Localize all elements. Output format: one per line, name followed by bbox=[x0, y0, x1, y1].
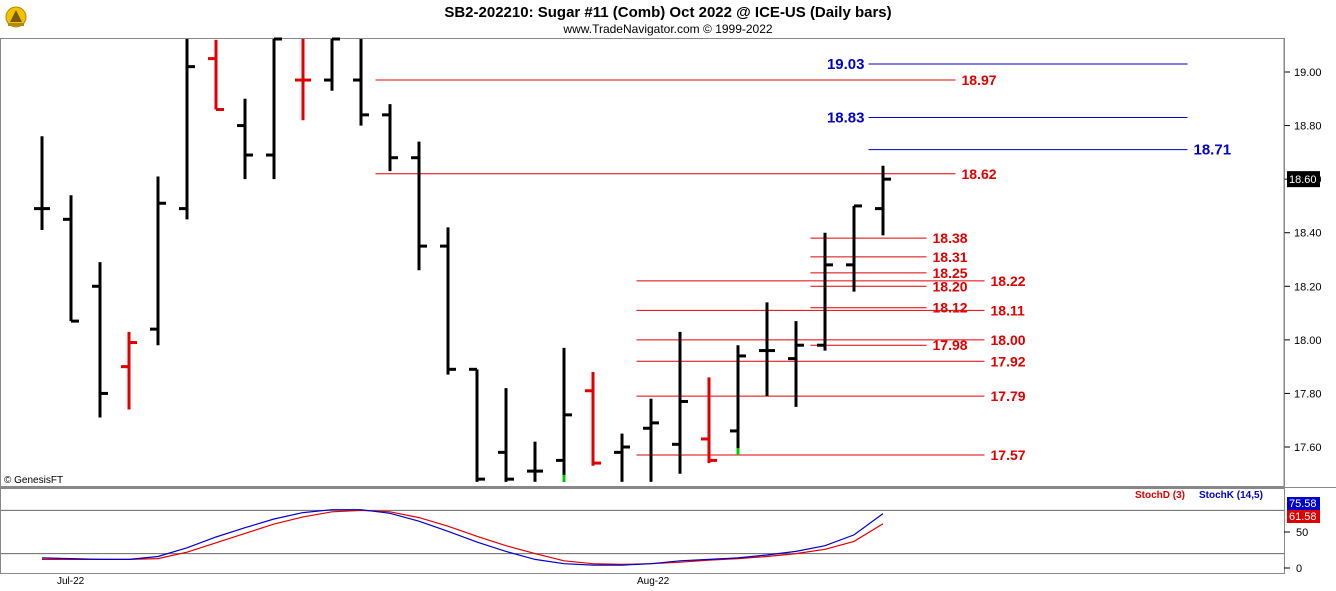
ohlc-bar bbox=[817, 232, 833, 351]
ohlc-bar bbox=[643, 398, 659, 482]
ohlc-bar bbox=[237, 98, 253, 180]
ohlc-bar bbox=[614, 433, 630, 482]
ohlc-bar bbox=[92, 262, 108, 418]
ohlc-bar bbox=[34, 136, 50, 231]
stoch-lines bbox=[1, 509, 1284, 566]
ohlc-bar bbox=[730, 345, 746, 456]
chart-title: SB2-202210: Sugar #11 (Comb) Oct 2022 @ … bbox=[444, 4, 891, 21]
ohlc-bar bbox=[440, 227, 456, 375]
level-lines: 19.03 18.83 18.71 18.97 18.62 18.38 18.3118.25… bbox=[375, 56, 1232, 463]
ohlc-bar bbox=[179, 39, 195, 220]
ohlc-bar bbox=[672, 331, 688, 474]
level-label: 17.57 bbox=[991, 447, 1026, 463]
level-label: 18.31 bbox=[933, 249, 968, 265]
last-price-label: 18.60 bbox=[1289, 174, 1317, 186]
level-label: 17.79 bbox=[991, 388, 1026, 404]
ohlc-bar bbox=[846, 204, 862, 292]
price-tick-label: 17.60 bbox=[1294, 442, 1322, 454]
stoch-k-badge: 75.58 bbox=[1287, 497, 1320, 510]
price-tick-label: 18.80 bbox=[1294, 121, 1322, 133]
legend-stoch-d: StochD (3) bbox=[1135, 490, 1185, 501]
level-label: 18.62 bbox=[962, 166, 997, 182]
stoch-k-value: 75.58 bbox=[1289, 498, 1317, 510]
level-label: 17.98 bbox=[933, 337, 968, 353]
level-label: 17.92 bbox=[991, 353, 1026, 369]
date-axis: Jul-22 Aug-22 bbox=[57, 576, 670, 587]
price-tick-label: 18.40 bbox=[1294, 228, 1322, 240]
stoch-d-badge: 61.58 bbox=[1287, 510, 1320, 523]
date-label-aug: Aug-22 bbox=[637, 576, 670, 587]
ohlc-bar bbox=[121, 331, 137, 410]
price-tick-label: 18.20 bbox=[1294, 281, 1322, 293]
level-label: 18.20 bbox=[933, 278, 968, 294]
logo-icon bbox=[5, 6, 27, 28]
last-price-badge: 18.60 bbox=[1287, 171, 1320, 188]
price-axis: 19.00 18.80 18.60 18.40 18.20 18.00 17.80 17.60 bbox=[1283, 39, 1322, 486]
level-label: 18.97 bbox=[962, 72, 997, 88]
ohlc-bar bbox=[208, 39, 224, 111]
stoch-tick-label: 50 bbox=[1296, 527, 1308, 539]
ohlc-bar bbox=[469, 367, 485, 482]
ohlc-bar bbox=[150, 176, 166, 346]
price-tick-label: 19.00 bbox=[1294, 67, 1322, 79]
ohlc-bar bbox=[556, 347, 572, 482]
ohlc-bar bbox=[701, 377, 717, 464]
level-label: 18.38 bbox=[933, 230, 968, 246]
stoch-panel bbox=[0, 488, 1285, 574]
stoch-d-line bbox=[42, 509, 884, 566]
level-label: 18.12 bbox=[933, 300, 968, 316]
level-label: 18.22 bbox=[991, 273, 1026, 289]
level-label: 18.11 bbox=[991, 302, 1025, 318]
level-label: 18.25 bbox=[933, 265, 968, 281]
stoch-d-value: 61.58 bbox=[1289, 511, 1317, 523]
legend-stoch-k: StochK (14,5) bbox=[1199, 490, 1263, 501]
watermark: © GenesisFT bbox=[4, 475, 63, 486]
ohlc-bar bbox=[498, 388, 514, 482]
stoch-axis: 50 0 bbox=[1284, 527, 1308, 575]
ohlc-bar bbox=[585, 372, 601, 466]
ohlc-bar bbox=[382, 104, 398, 172]
price-tick-label: 18.00 bbox=[1294, 335, 1322, 347]
price-panel bbox=[0, 38, 1285, 487]
stoch-k-line bbox=[41, 509, 884, 566]
date-label-jul: Jul-22 bbox=[57, 576, 85, 587]
ohlc-bar bbox=[527, 441, 543, 482]
chart-subtitle: www.TradeNavigator.com © 1999-2022 bbox=[562, 22, 772, 36]
ohlc-bar bbox=[788, 321, 804, 407]
ohlc-bar bbox=[63, 195, 79, 323]
level-label: 18.83 bbox=[827, 110, 865, 127]
stoch-tick-label: 0 bbox=[1296, 563, 1302, 575]
ohlc-bar bbox=[875, 165, 891, 236]
level-label: 18.00 bbox=[991, 332, 1026, 348]
price-tick-label: 17.80 bbox=[1294, 388, 1322, 400]
ohlc-bar bbox=[266, 37, 282, 180]
ohlc-bar bbox=[759, 302, 775, 397]
ohlc-bars bbox=[34, 37, 891, 482]
level-label: 18.71 bbox=[1194, 142, 1232, 159]
ohlc-bar bbox=[324, 37, 340, 91]
ohlc-bar bbox=[295, 39, 311, 121]
ohlc-bar bbox=[411, 141, 427, 271]
ohlc-bar bbox=[353, 39, 369, 126]
level-label: 19.03 bbox=[827, 56, 865, 73]
